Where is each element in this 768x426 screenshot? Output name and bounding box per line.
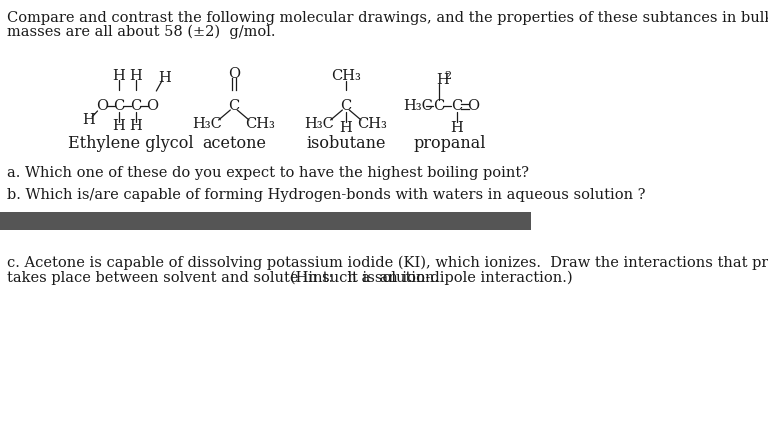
Text: H: H xyxy=(113,119,125,133)
Text: C: C xyxy=(340,99,352,113)
Text: acetone: acetone xyxy=(202,135,266,153)
Text: C: C xyxy=(114,99,124,113)
Text: CH₃: CH₃ xyxy=(357,117,387,131)
Text: O: O xyxy=(467,99,479,113)
Text: c. Acetone is capable of dissolving potassium iodide (KI), which ionizes.  Draw : c. Acetone is capable of dissolving pota… xyxy=(7,256,768,271)
Text: O: O xyxy=(146,99,158,113)
Text: C: C xyxy=(433,99,444,113)
Text: a. Which one of these do you expect to have the highest boiling point?: a. Which one of these do you expect to h… xyxy=(7,166,529,180)
Text: H₃C: H₃C xyxy=(193,117,223,131)
Text: H: H xyxy=(113,69,125,83)
Text: (Hint:   it is an ion-dipole interaction.): (Hint: it is an ion-dipole interaction.) xyxy=(290,271,573,285)
Text: H: H xyxy=(82,113,95,127)
Text: masses are all about 58 (±2)  g/mol.: masses are all about 58 (±2) g/mol. xyxy=(7,25,276,39)
Text: H: H xyxy=(436,73,449,87)
Text: CH₃: CH₃ xyxy=(245,117,275,131)
Text: O: O xyxy=(96,99,108,113)
FancyBboxPatch shape xyxy=(0,212,531,230)
Text: Compare and contrast the following molecular drawings, and the properties of the: Compare and contrast the following molec… xyxy=(7,11,768,25)
Text: H₃C: H₃C xyxy=(305,117,335,131)
Text: b. Which is/are capable of forming Hydrogen-bonds with waters in aqueous solutio: b. Which is/are capable of forming Hydro… xyxy=(7,188,645,202)
Text: C: C xyxy=(130,99,141,113)
Text: Ethylene glycol: Ethylene glycol xyxy=(68,135,194,153)
Text: isobutane: isobutane xyxy=(306,135,386,153)
Text: H: H xyxy=(339,121,353,135)
Text: propanal: propanal xyxy=(413,135,486,153)
Text: 2: 2 xyxy=(445,71,452,81)
Text: O: O xyxy=(228,67,240,81)
Text: takes place between solvent and solute in such a solution.: takes place between solvent and solute i… xyxy=(7,271,439,285)
Text: C: C xyxy=(228,99,240,113)
Text: H: H xyxy=(129,69,142,83)
Text: C: C xyxy=(451,99,462,113)
Text: H: H xyxy=(129,119,142,133)
Text: H₃C: H₃C xyxy=(403,99,432,113)
Text: CH₃: CH₃ xyxy=(331,69,361,83)
Text: H: H xyxy=(450,121,463,135)
Text: H: H xyxy=(158,71,171,85)
